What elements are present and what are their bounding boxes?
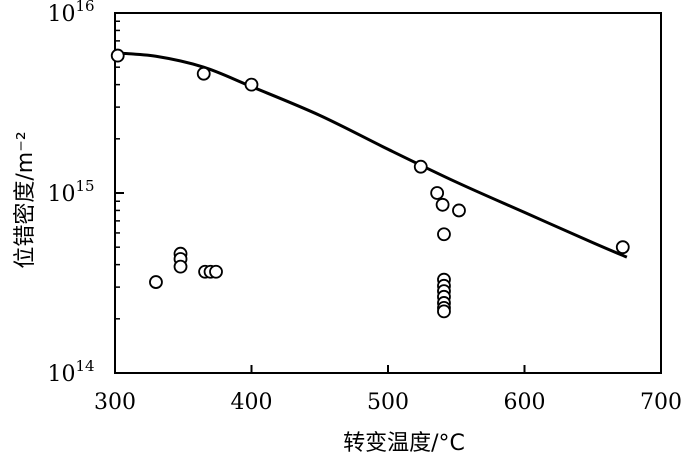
data-point	[173, 259, 188, 274]
x-tick-label: 700	[640, 390, 682, 415]
tick-labels: 300 400 500 600 700 1014 1015 1016	[47, 0, 682, 415]
data-point	[437, 227, 451, 242]
x-tick-label: 400	[231, 390, 273, 415]
data-point	[149, 275, 163, 289]
data-point	[209, 264, 223, 279]
fit-curve	[114, 51, 628, 259]
data-point	[430, 186, 445, 200]
x-tick-label: 300	[94, 390, 136, 415]
data-point	[615, 240, 630, 255]
data-point	[196, 66, 211, 81]
plot-frame	[114, 12, 662, 374]
y-tick-label: 1014	[47, 357, 94, 387]
x-tick-label: 600	[504, 390, 546, 415]
x-axis-label: 转变温度/°C	[343, 431, 465, 456]
y-tick-label: 1015	[47, 177, 94, 207]
data-point	[110, 48, 125, 63]
y-axis-label: 位错密度/m⁻²	[13, 131, 38, 268]
data-point	[413, 159, 428, 174]
data-points	[110, 48, 630, 319]
x-tick-label: 500	[367, 390, 409, 415]
ticks	[114, 12, 662, 374]
data-point	[435, 197, 450, 212]
data-point	[244, 77, 259, 92]
y-tick-label: 1016	[47, 0, 94, 27]
data-point	[452, 203, 466, 218]
data-point	[437, 304, 451, 319]
